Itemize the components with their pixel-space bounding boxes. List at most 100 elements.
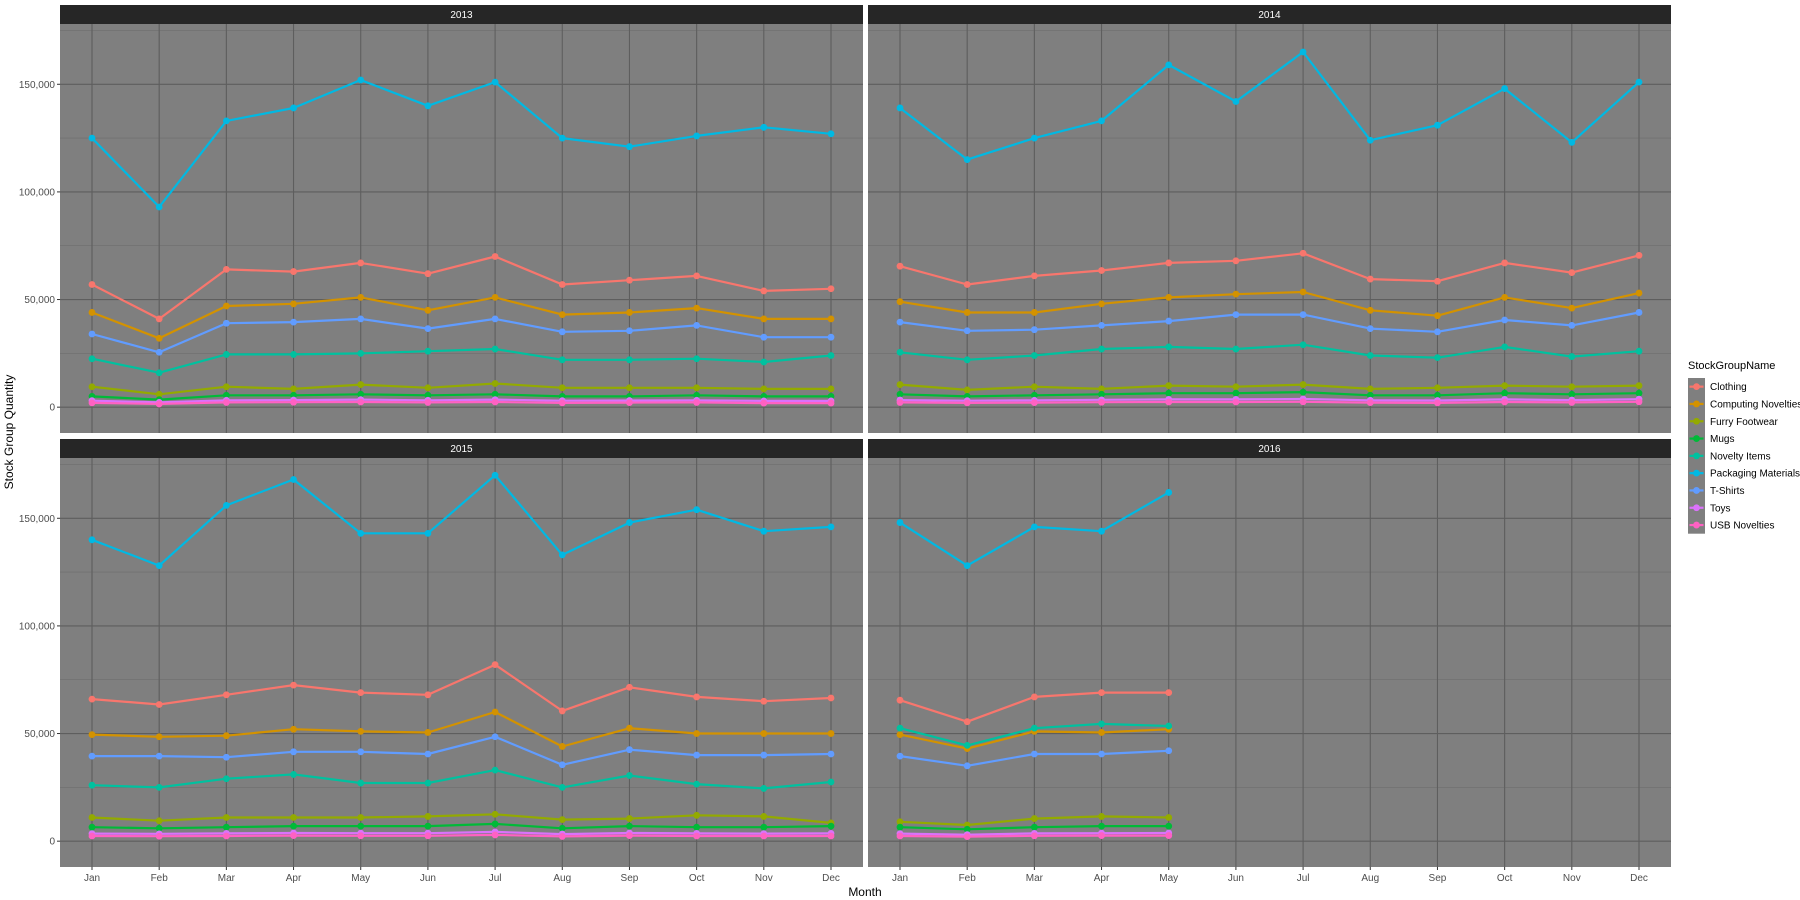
x-tick-label: Mar — [218, 873, 236, 884]
data-point — [155, 817, 163, 825]
data-point — [424, 813, 432, 820]
series-line — [91, 347, 832, 374]
panel-strip-title: 2013 — [450, 10, 473, 21]
data-point — [558, 134, 566, 142]
legend-label: USB Novelties — [1710, 521, 1774, 532]
data-point — [1030, 309, 1038, 316]
data-point — [626, 815, 633, 822]
legend-key-point — [1693, 504, 1700, 512]
data-point — [626, 143, 633, 151]
data-point — [896, 752, 904, 760]
series-line — [91, 78, 832, 209]
data-point — [1366, 275, 1374, 283]
series-line — [91, 474, 832, 567]
panel-background — [868, 24, 1671, 433]
data-point — [155, 348, 163, 356]
data-point — [626, 832, 633, 839]
x-tick-label: Apr — [1094, 873, 1110, 884]
data-point — [491, 398, 499, 406]
data-point — [1501, 293, 1509, 301]
panel-2014: 2014 — [868, 5, 1671, 433]
data-point — [693, 355, 701, 363]
data-point — [1098, 385, 1105, 393]
data-point — [1434, 354, 1441, 362]
data-point — [1434, 277, 1441, 285]
data-point — [491, 733, 499, 741]
data-point — [827, 523, 835, 531]
data-point — [155, 752, 163, 760]
data-point — [760, 399, 768, 407]
panel-strip-title: 2016 — [1258, 444, 1281, 455]
data-point — [626, 772, 633, 779]
data-point — [1635, 78, 1643, 86]
data-point — [827, 399, 835, 407]
data-point — [963, 386, 971, 394]
data-point — [827, 315, 835, 323]
data-point — [1232, 257, 1240, 265]
panel-strip — [868, 439, 1671, 458]
data-point — [626, 519, 633, 526]
data-point — [491, 708, 499, 716]
series-mugs — [896, 388, 1643, 400]
data-point — [1030, 724, 1038, 732]
series-mugs — [896, 822, 1173, 833]
data-point — [963, 309, 971, 316]
data-point — [222, 691, 230, 699]
data-point — [827, 822, 835, 830]
data-point — [693, 321, 701, 329]
data-point — [88, 781, 96, 789]
legend: StockGroupName Clothing Computing Noveltie… — [1688, 360, 1800, 534]
data-point — [1299, 398, 1307, 406]
legend-label: Novelty Items — [1710, 451, 1771, 462]
data-point — [1030, 352, 1038, 359]
data-point — [88, 814, 96, 821]
data-point — [290, 385, 297, 393]
data-point — [963, 156, 971, 164]
data-point — [558, 356, 566, 364]
legend-label: Computing Novelties — [1710, 399, 1800, 410]
series-t-shirts — [896, 747, 1173, 770]
data-point — [963, 327, 971, 335]
data-point — [1165, 343, 1173, 351]
data-point — [1366, 385, 1374, 393]
legend-key-point — [1693, 487, 1700, 494]
x-tick-label: Jun — [420, 873, 436, 884]
data-point — [155, 733, 163, 741]
data-point — [1098, 729, 1105, 736]
data-point — [88, 399, 96, 407]
data-point — [1501, 259, 1509, 267]
x-tick-label: Dec — [822, 873, 840, 884]
y-axis-title: Stock Group Quantity — [2, 375, 16, 490]
data-point — [424, 306, 432, 314]
data-point — [1030, 399, 1038, 407]
data-point — [760, 385, 768, 393]
data-point — [827, 750, 835, 758]
series-line — [91, 255, 832, 320]
data-point — [1098, 750, 1105, 758]
data-point — [222, 775, 230, 783]
data-point — [1098, 813, 1105, 820]
series-usb-novelties — [896, 832, 1173, 841]
data-point — [424, 325, 432, 332]
data-point — [222, 814, 230, 821]
legend-label: Toys — [1710, 503, 1731, 514]
data-point — [896, 318, 904, 326]
series-line — [91, 400, 831, 405]
data-point — [357, 390, 365, 398]
x-tick-label: Aug — [1361, 873, 1379, 884]
series-line — [899, 311, 1640, 333]
data-point — [290, 822, 297, 830]
series-packaging-materials — [896, 48, 1643, 164]
series-packaging-materials — [896, 489, 1173, 570]
data-point — [222, 732, 230, 740]
data-point — [491, 766, 499, 774]
data-point — [1635, 309, 1643, 316]
data-point — [222, 351, 230, 358]
data-point — [693, 751, 701, 759]
legend-entry-clothing: Clothing — [1689, 382, 1747, 393]
data-point — [558, 743, 566, 750]
data-point — [1434, 399, 1441, 407]
data-point — [760, 813, 768, 820]
data-point — [1165, 398, 1173, 406]
data-point — [491, 390, 499, 398]
